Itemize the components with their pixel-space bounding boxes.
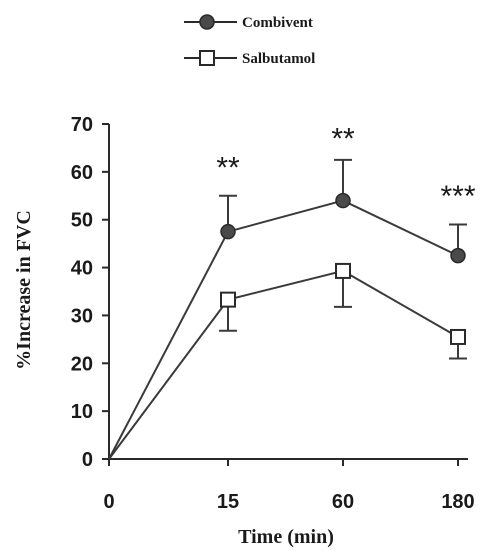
data-point (220, 223, 236, 240)
axes: 0 10 20 30 40 50 60 70 0 15 60 180 (71, 114, 475, 513)
data-point (450, 247, 466, 264)
significance-label: ** (216, 151, 240, 184)
legend-item-salbutamol: Salbutamol (184, 50, 315, 67)
y-tick-label: 60 (71, 162, 93, 184)
legend-marker (199, 14, 215, 30)
series-line (108, 269, 459, 460)
legend-label: Salbutamol (242, 51, 315, 67)
data-point (450, 328, 466, 345)
annotation-layer: ******* (216, 123, 476, 213)
significance-label: *** (440, 180, 475, 213)
legend-item-combivent: Combivent (184, 14, 313, 31)
y-tick-label: 70 (71, 114, 93, 136)
y-tick-label: 40 (71, 258, 93, 280)
data-point (220, 291, 236, 308)
x-tick-label: 15 (217, 491, 239, 513)
x-tick-label: 0 (103, 491, 114, 513)
legend: Combivent Salbutamol (184, 14, 315, 67)
y-tick-label: 0 (82, 449, 93, 471)
series-salbutamol (108, 262, 467, 460)
y-tick-label: 30 (71, 305, 93, 327)
data-point (335, 262, 351, 279)
y-tick-label: 50 (71, 210, 93, 232)
y-axis-title: %Increase in FVC (13, 210, 35, 370)
series-line (108, 199, 459, 460)
x-axis-title: Time (min) (238, 526, 334, 548)
legend-marker (199, 50, 215, 66)
significance-label: ** (331, 123, 355, 156)
series-combivent (108, 158, 467, 460)
series-layer (108, 158, 467, 460)
y-tick-label: 20 (71, 353, 93, 375)
x-tick-label: 60 (332, 491, 354, 513)
y-tick-label: 10 (71, 401, 93, 423)
data-point (335, 192, 351, 209)
x-tick-label: 180 (441, 491, 474, 513)
legend-label: Combivent (242, 15, 313, 31)
